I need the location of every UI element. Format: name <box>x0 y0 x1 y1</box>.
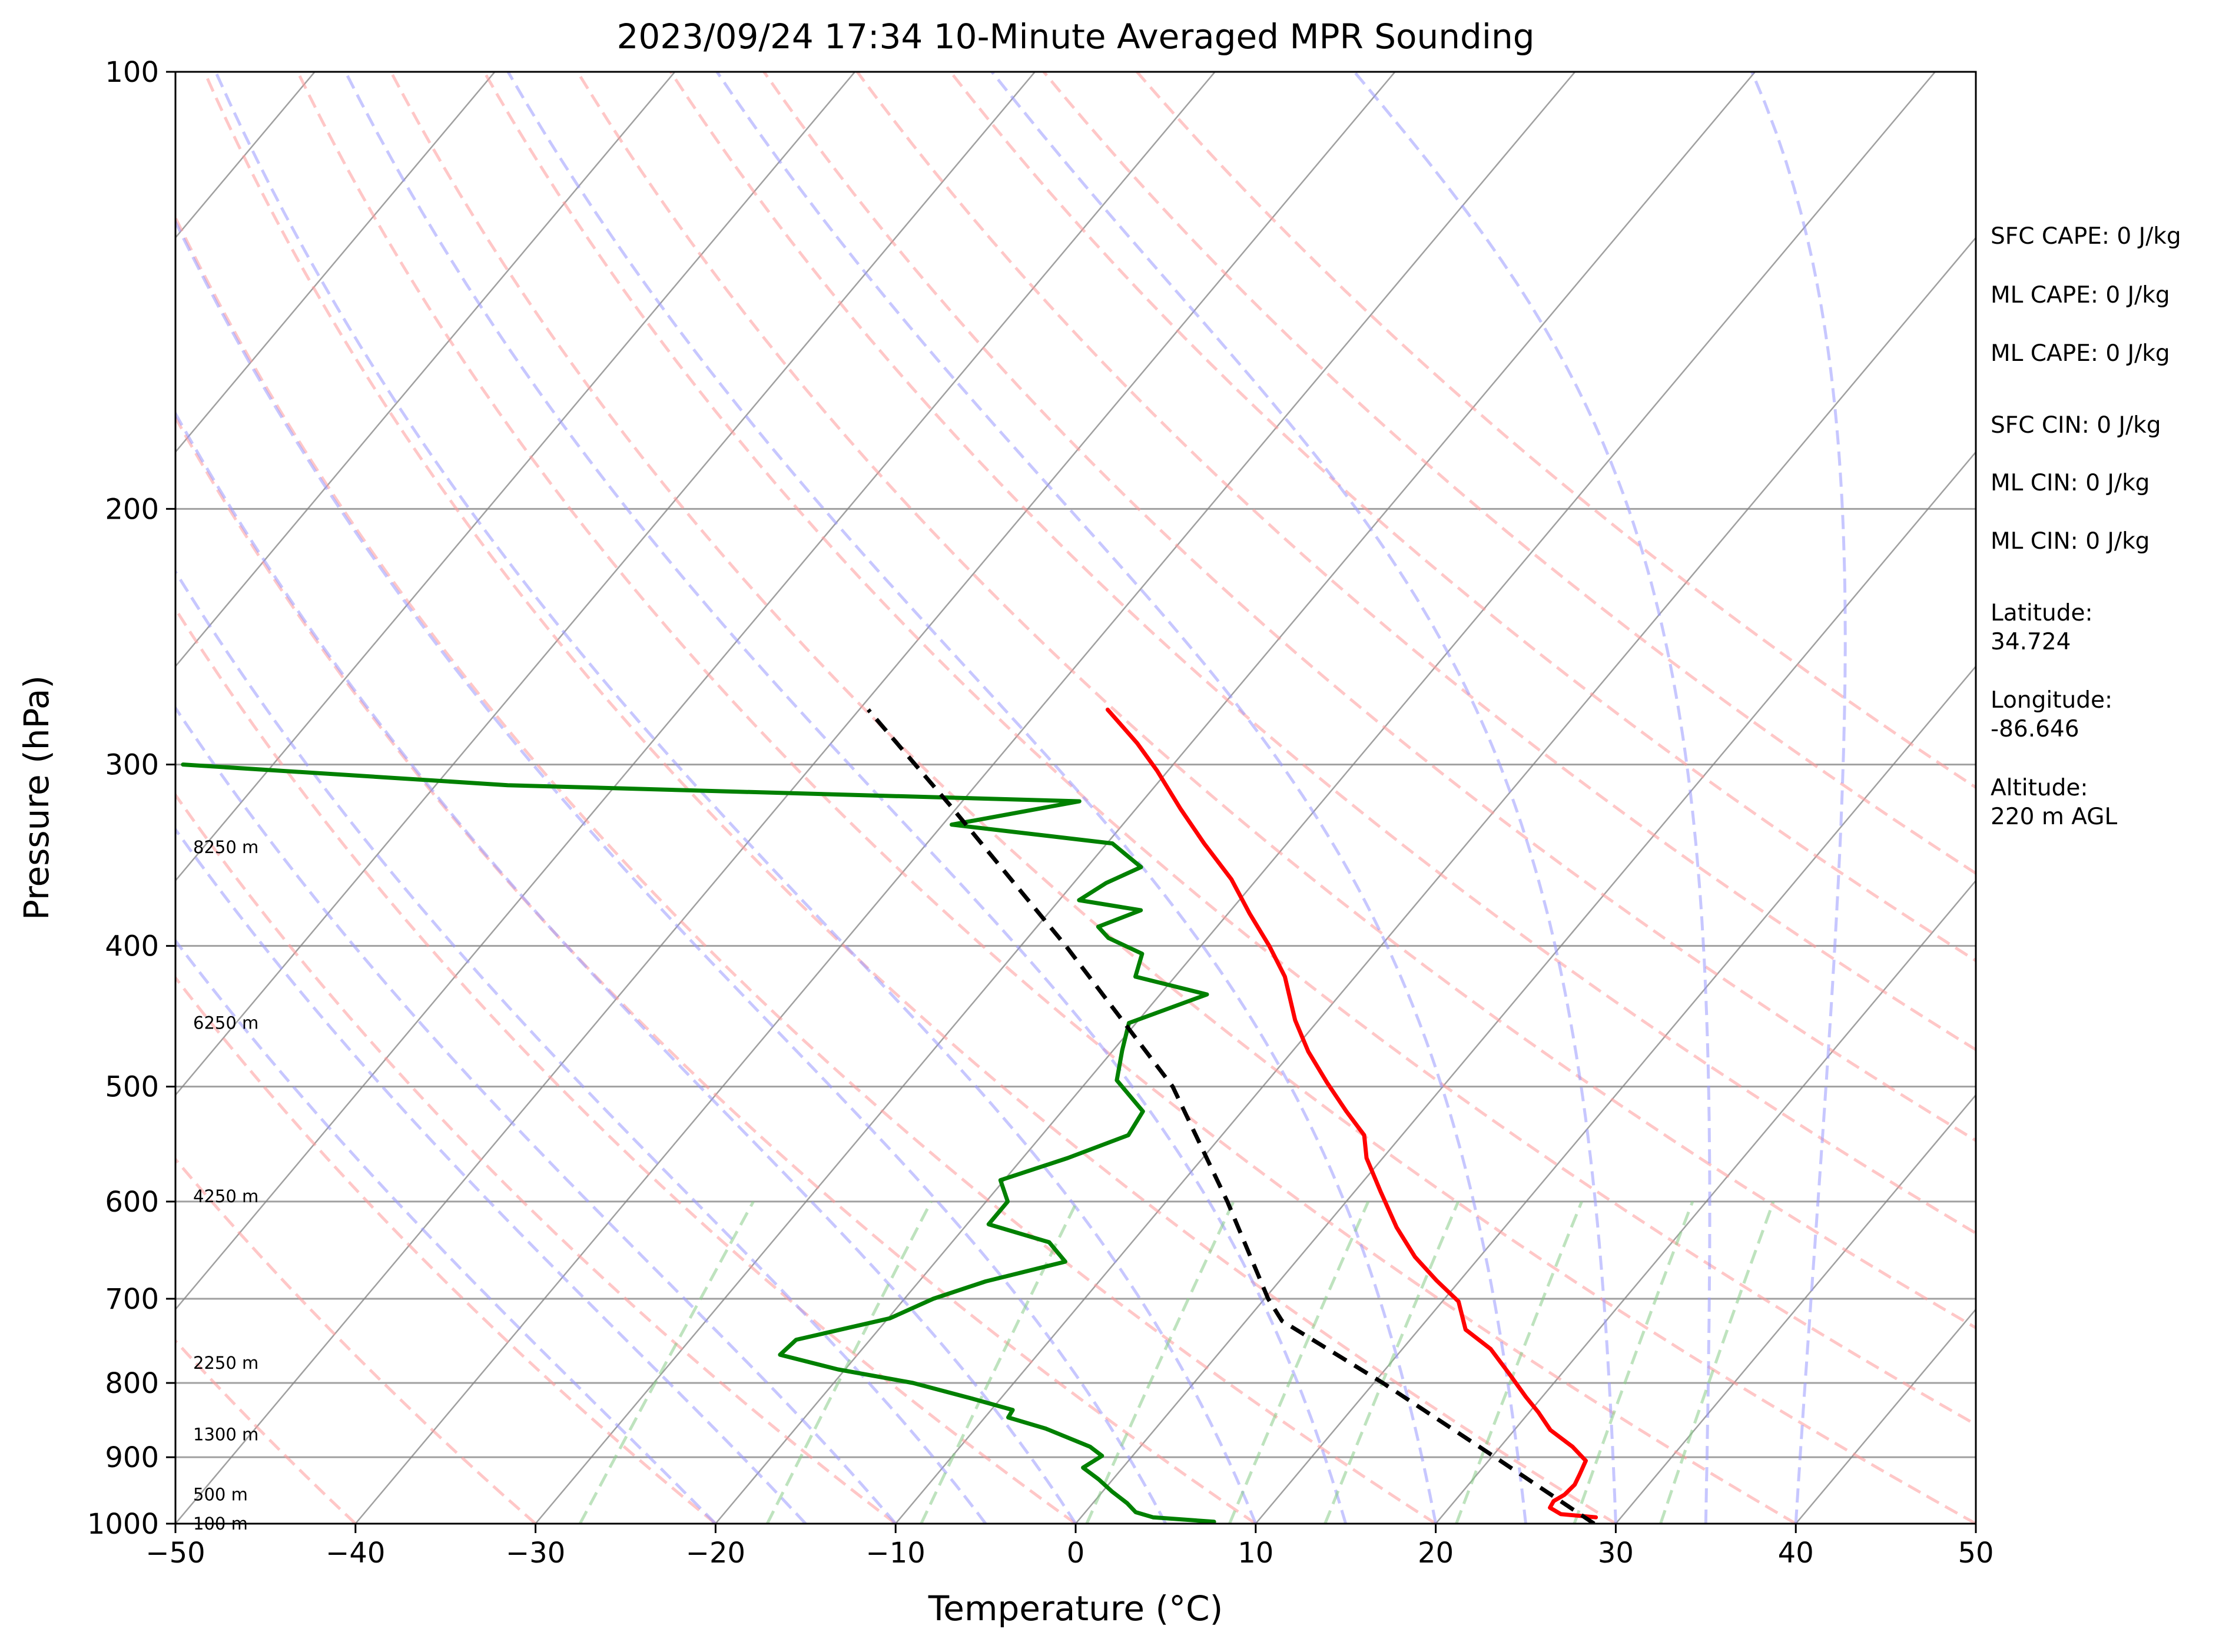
moist-adiabat <box>175 705 897 1524</box>
y-tick-label: 200 <box>105 493 159 526</box>
x-tick-label: 50 <box>1958 1537 1994 1570</box>
ml-cape-label: ML CAPE: 0 J/kg <box>1991 282 2170 308</box>
height-labels: 100 m 500 m 1300 m 2250 m 4250 m 6250 m 8250 m <box>193 837 258 1534</box>
dry-adiabat <box>669 72 1976 1235</box>
mixing-ratio-line <box>765 1200 933 1524</box>
dry-adiabat <box>175 792 897 1524</box>
moist-adiabat <box>1353 72 1711 1524</box>
isotherm <box>175 72 496 453</box>
dry-adiabat <box>175 1157 537 1524</box>
x-tick-label: 10 <box>1238 1537 1273 1570</box>
dry-adiabat <box>175 414 1257 1524</box>
height-label: 2250 m <box>193 1353 258 1373</box>
altitude-value: 220 m AGL <box>1991 804 2117 830</box>
chart-title: 2023/09/24 17:34 10-Minute Averaged MPR … <box>616 16 1534 57</box>
mixing-ratio-line <box>1573 1201 1694 1524</box>
y-axis-label: Pressure (hPa) <box>16 675 57 920</box>
y-tick-label: 600 <box>105 1186 159 1219</box>
y-tick-label: 900 <box>105 1441 159 1474</box>
y-tick-label: 700 <box>105 1283 159 1316</box>
mixing-ratio-line <box>578 1200 755 1524</box>
dry-adiabat <box>949 72 1976 963</box>
moist-adiabat <box>715 72 1527 1524</box>
isotherm <box>175 72 1216 1311</box>
sfc-cape-label: SFC CAPE: 0 J/kg <box>1991 223 2181 250</box>
dry-adiabat <box>296 72 1797 1524</box>
isotherm <box>175 72 676 668</box>
x-tick-label: −30 <box>506 1537 565 1570</box>
moist-adiabat <box>1750 72 1847 1524</box>
dry-adiabat <box>1042 72 1976 875</box>
altitude-label: Altitude: <box>1991 775 2088 801</box>
height-label: 1300 m <box>193 1424 258 1444</box>
isotherm <box>175 72 855 882</box>
y-tick-label: 500 <box>105 1071 159 1104</box>
ml-cape-label-2: ML CAPE: 0 J/kg <box>1991 340 2170 367</box>
moist-adiabat <box>175 218 1167 1524</box>
dry-adiabat <box>855 72 1976 1051</box>
longitude-value: -86.646 <box>1991 716 2079 742</box>
mixing-ratio-line <box>1324 1200 1460 1524</box>
dry-adiabat <box>175 214 1437 1524</box>
moist-adiabat <box>344 72 1348 1524</box>
temperature-line <box>1105 707 1598 1520</box>
x-axis-label: Temperature (°C) <box>928 1588 1223 1628</box>
x-tick-label: −40 <box>326 1537 385 1570</box>
y-tick-label: 1000 <box>87 1508 159 1541</box>
y-tick-label: 300 <box>105 749 159 782</box>
mixing-ratio-line <box>1455 1200 1583 1524</box>
isotherm <box>1075 450 1976 1524</box>
moist-adiabat <box>175 410 1077 1524</box>
dry-adiabat <box>762 72 1976 1143</box>
ml-cin-label-2: ML CIN: 0 J/kg <box>1991 528 2150 555</box>
dry-adiabat <box>175 606 1077 1524</box>
side-panel: SFC CAPE: 0 J/kg ML CAPE: 0 J/kg ML CAPE… <box>1991 223 2181 830</box>
sfc-cin-label: SFC CIN: 0 J/kg <box>1991 412 2161 439</box>
height-label: 4250 m <box>193 1186 258 1206</box>
x-tick-label: −50 <box>145 1537 205 1570</box>
mixing-ratio-line <box>1659 1201 1775 1524</box>
mixing-ratio-line <box>920 1200 1079 1524</box>
dry-adiabat <box>175 975 717 1524</box>
height-label: 8250 m <box>193 837 258 857</box>
background-lines <box>175 72 1976 1524</box>
isotherm <box>1435 879 1976 1524</box>
x-tick-label: 40 <box>1778 1537 1814 1570</box>
moist-adiabat <box>175 569 987 1524</box>
y-tick-label: 800 <box>105 1367 159 1400</box>
mixing-ratio-line <box>1228 1200 1370 1524</box>
dewpoint-line <box>181 762 1216 1524</box>
moist-adiabat <box>506 72 1438 1524</box>
isotherm <box>715 72 1936 1524</box>
x-tick-label: 30 <box>1598 1537 1634 1570</box>
isotherm <box>175 72 1396 1524</box>
dry-adiabat <box>576 72 1976 1330</box>
x-axis-ticks: −50 −40 −30 −20 −10 0 10 20 30 40 50 <box>145 1524 1994 1570</box>
y-tick-label: 100 <box>105 56 159 89</box>
parcel-line <box>867 708 1596 1524</box>
isotherm <box>895 236 1976 1524</box>
moist-adiabat <box>214 72 1258 1524</box>
height-label: 6250 m <box>193 1013 258 1033</box>
isotherm <box>175 72 1036 1096</box>
longitude-label: Longitude: <box>1991 687 2112 714</box>
y-tick-label: 400 <box>105 930 159 963</box>
x-tick-label: −10 <box>866 1537 926 1570</box>
mixing-ratio-line <box>1085 1200 1235 1524</box>
y-axis-ticks: 100 200 300 400 500 600 700 800 900 1000 <box>87 56 175 1541</box>
isotherm <box>1255 665 1976 1524</box>
latitude-value: 34.724 <box>1991 629 2071 655</box>
x-tick-label: 0 <box>1067 1537 1085 1570</box>
height-label: 100 m <box>193 1514 248 1534</box>
data-lines <box>181 707 1598 1524</box>
latitude-label: Latitude: <box>1991 600 2093 626</box>
x-tick-label: −20 <box>686 1537 745 1570</box>
height-label: 500 m <box>193 1485 248 1505</box>
moist-adiabat <box>990 72 1617 1524</box>
isotherm <box>1615 1093 1976 1524</box>
x-tick-label: 20 <box>1418 1537 1454 1570</box>
isotherm <box>535 72 1756 1524</box>
ml-cin-label: ML CIN: 0 J/kg <box>1991 470 2150 496</box>
